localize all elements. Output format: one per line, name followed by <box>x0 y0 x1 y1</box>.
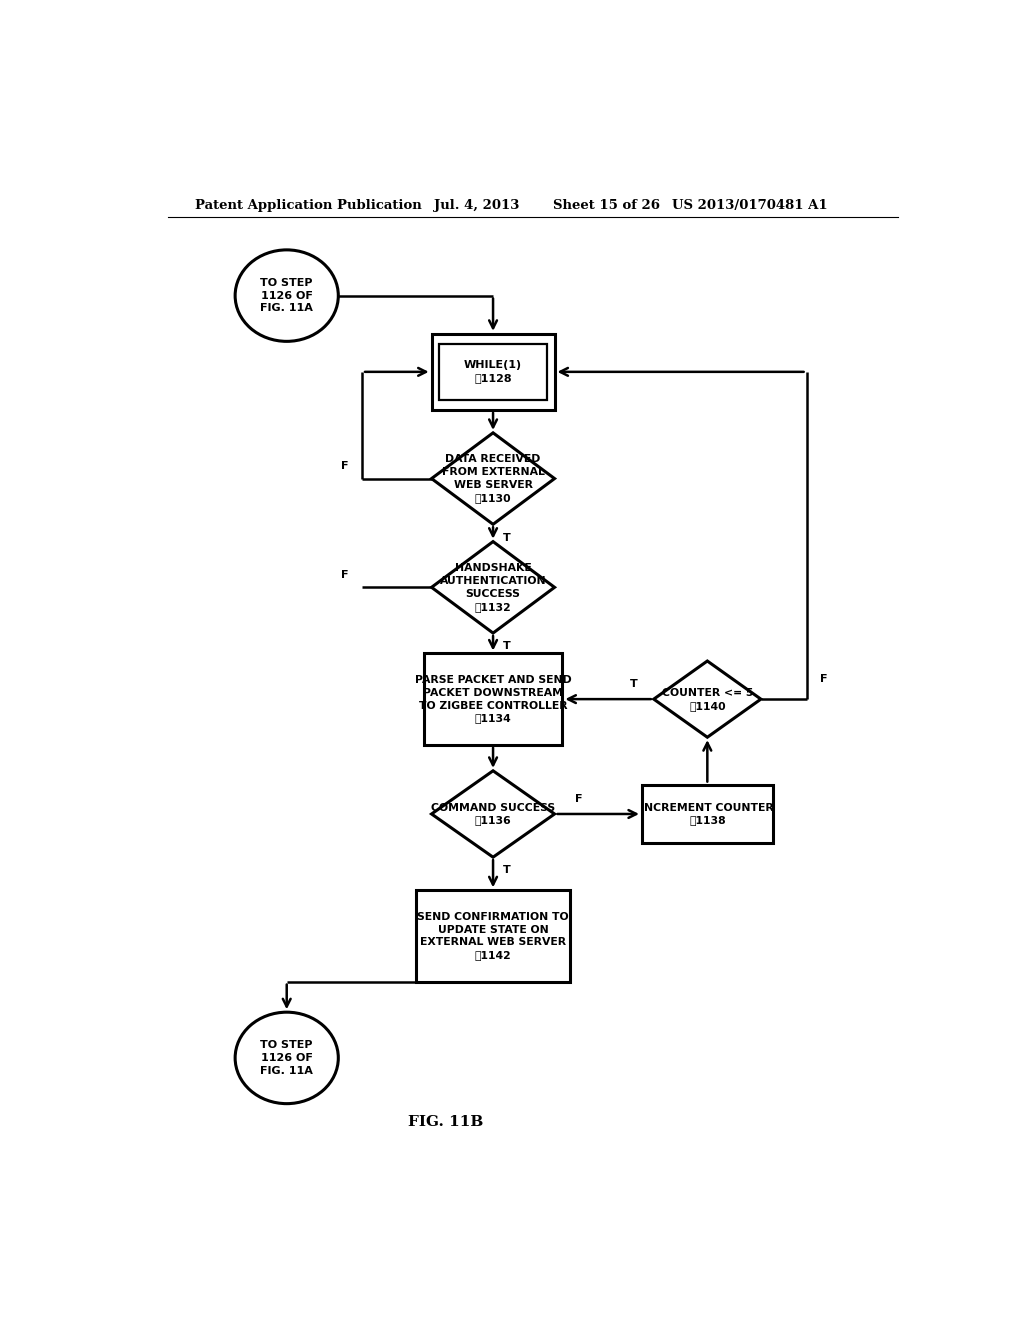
Text: T: T <box>630 678 638 689</box>
Text: T: T <box>503 642 510 651</box>
Text: F: F <box>341 570 348 579</box>
Text: F: F <box>820 673 827 684</box>
Text: F: F <box>341 462 348 471</box>
Bar <box>431 334 555 411</box>
Bar <box>642 784 773 843</box>
Text: T: T <box>503 866 510 875</box>
Text: US 2013/0170481 A1: US 2013/0170481 A1 <box>672 198 827 211</box>
Text: DATA RECEIVED
FROM EXTERNAL
WEB SERVER
1130: DATA RECEIVED FROM EXTERNAL WEB SERVER … <box>441 454 545 503</box>
Bar <box>416 890 570 982</box>
Text: COMMAND SUCCESS
1136: COMMAND SUCCESS 1136 <box>431 803 555 825</box>
Text: Jul. 4, 2013: Jul. 4, 2013 <box>433 198 519 211</box>
Text: PARSE PACKET AND SEND
PACKET DOWNSTREAM
TO ZIGBEE CONTROLLER
1134: PARSE PACKET AND SEND PACKET DOWNSTREAM … <box>415 675 571 723</box>
Bar <box>424 653 562 744</box>
Text: COUNTER <= 5
1140: COUNTER <= 5 1140 <box>662 688 753 710</box>
Text: F: F <box>574 793 582 804</box>
Text: T: T <box>503 532 510 543</box>
Text: TO STEP
1126 OF
FIG. 11A: TO STEP 1126 OF FIG. 11A <box>260 1040 313 1076</box>
Text: Patent Application Publication: Patent Application Publication <box>196 198 422 211</box>
Bar <box>439 345 547 400</box>
Text: INCREMENT COUNTER
1138: INCREMENT COUNTER 1138 <box>640 803 774 825</box>
Text: FIG. 11B: FIG. 11B <box>408 1115 483 1129</box>
Text: Sheet 15 of 26: Sheet 15 of 26 <box>553 198 659 211</box>
Text: HANDSHAKE
AUTHENTICATION
SUCCESS
1132: HANDSHAKE AUTHENTICATION SUCCESS 1132 <box>439 564 547 611</box>
Text: SEND CONFIRMATION TO
UPDATE STATE ON
EXTERNAL WEB SERVER
1142: SEND CONFIRMATION TO UPDATE STATE ON EXT… <box>417 912 569 960</box>
Text: WHILE(1)
1128: WHILE(1) 1128 <box>464 360 522 383</box>
Text: TO STEP
1126 OF
FIG. 11A: TO STEP 1126 OF FIG. 11A <box>260 277 313 313</box>
